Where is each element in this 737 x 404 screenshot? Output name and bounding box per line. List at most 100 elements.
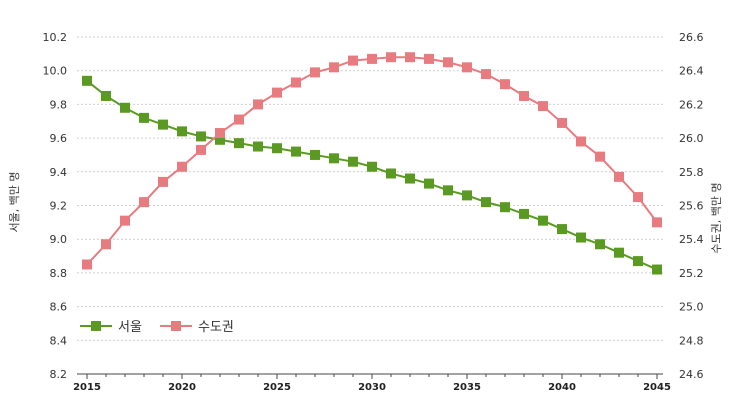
data-point — [196, 131, 206, 142]
data-point — [329, 62, 339, 73]
data-point — [272, 143, 282, 154]
right-tick-label: 26.4 — [679, 65, 704, 78]
data-point — [158, 119, 168, 130]
data-point — [538, 101, 548, 112]
left-tick-label: 9.6 — [50, 132, 68, 145]
left-tick-label: 8.4 — [50, 334, 68, 347]
data-point — [500, 79, 510, 90]
data-point — [348, 55, 358, 66]
x-tick-label: 2040 — [548, 382, 576, 393]
data-point — [367, 161, 377, 172]
right-y-axis-ticks: 24.6 24.8 25.0 25.2 25.4 25.6 25.8 26.0 26.2 26.4… — [679, 31, 704, 381]
data-point — [576, 136, 586, 147]
data-point — [329, 153, 339, 164]
series-seoul — [82, 75, 662, 275]
x-tick-label: 2030 — [358, 382, 386, 393]
x-axis-ticks: 2015 2020 2025 2030 2035 2040 2045 — [73, 374, 671, 393]
data-point — [120, 102, 130, 113]
data-point — [652, 217, 662, 228]
data-point — [424, 178, 434, 189]
data-point — [196, 144, 206, 155]
right-tick-label: 26.2 — [679, 98, 704, 111]
data-point — [614, 247, 624, 258]
right-tick-label: 25.6 — [679, 200, 704, 213]
data-point — [348, 156, 358, 167]
data-point — [462, 190, 472, 201]
data-point — [310, 67, 320, 78]
data-point — [253, 99, 263, 110]
data-point — [519, 208, 529, 219]
data-point — [215, 128, 225, 139]
left-tick-label: 8.8 — [50, 267, 68, 280]
data-point — [443, 185, 453, 196]
data-point — [177, 126, 187, 137]
data-point — [633, 192, 643, 203]
data-point — [139, 112, 149, 123]
series-lines — [82, 52, 662, 275]
data-point — [367, 53, 377, 64]
data-point — [462, 62, 472, 73]
left-tick-label: 8.2 — [50, 368, 68, 381]
legend-capital-label: 수도권 — [198, 320, 234, 335]
left-tick-label: 10.0 — [43, 65, 68, 78]
right-tick-label: 25.2 — [679, 267, 704, 280]
data-point — [481, 69, 491, 80]
data-point — [215, 134, 225, 145]
data-point — [538, 215, 548, 226]
data-point — [291, 77, 301, 88]
data-point — [652, 264, 662, 275]
gridlines — [77, 36, 663, 375]
right-tick-label: 25.4 — [679, 233, 704, 246]
data-point — [405, 52, 415, 63]
x-tick-label: 2020 — [168, 382, 196, 393]
right-axis-title: 수도권, 백만 명 — [710, 182, 723, 253]
legend-seoul-marker — [91, 321, 101, 331]
x-tick-label: 2015 — [73, 382, 101, 393]
left-y-axis-ticks: 8.2 8.4 8.6 8.8 9.0 9.2 9.4 9.6 9.8 10.0 10.2 — [43, 31, 68, 381]
data-point — [310, 149, 320, 160]
x-tick-label: 2035 — [453, 382, 481, 393]
left-tick-label: 9.8 — [50, 98, 68, 111]
data-point — [177, 161, 187, 172]
data-point — [424, 53, 434, 64]
x-tick-label: 2045 — [643, 382, 671, 393]
right-tick-label: 24.6 — [679, 368, 704, 381]
data-point — [101, 90, 111, 101]
data-point — [614, 171, 624, 182]
x-tick-label: 2025 — [263, 382, 291, 393]
data-point — [158, 176, 168, 187]
legend: 서울 수도권 — [80, 320, 234, 335]
data-point — [120, 215, 130, 226]
data-point — [633, 256, 643, 267]
data-point — [386, 168, 396, 179]
data-point — [443, 57, 453, 68]
data-point — [234, 114, 244, 125]
left-tick-label: 8.6 — [50, 301, 68, 314]
series-capital-area — [82, 52, 662, 270]
data-point — [595, 151, 605, 162]
data-point — [386, 52, 396, 63]
left-tick-label: 9.0 — [50, 233, 68, 246]
right-tick-label: 25.0 — [679, 301, 704, 314]
data-point — [234, 138, 244, 149]
data-point — [500, 202, 510, 213]
left-tick-label: 9.4 — [50, 166, 68, 179]
data-point — [576, 232, 586, 243]
right-tick-label: 24.8 — [679, 334, 704, 347]
data-point — [557, 117, 567, 128]
data-point — [519, 90, 529, 101]
legend-capital-marker — [171, 321, 181, 331]
legend-seoul-label: 서울 — [118, 320, 142, 335]
data-point — [101, 239, 111, 250]
right-tick-label: 26.6 — [679, 31, 704, 44]
data-point — [82, 75, 92, 86]
data-point — [405, 173, 415, 184]
data-point — [82, 259, 92, 270]
data-point — [481, 197, 491, 208]
left-axis-title: 서울, 백만 명 — [8, 171, 21, 232]
right-tick-label: 26.0 — [679, 132, 704, 145]
data-point — [557, 224, 567, 235]
data-point — [253, 141, 263, 152]
